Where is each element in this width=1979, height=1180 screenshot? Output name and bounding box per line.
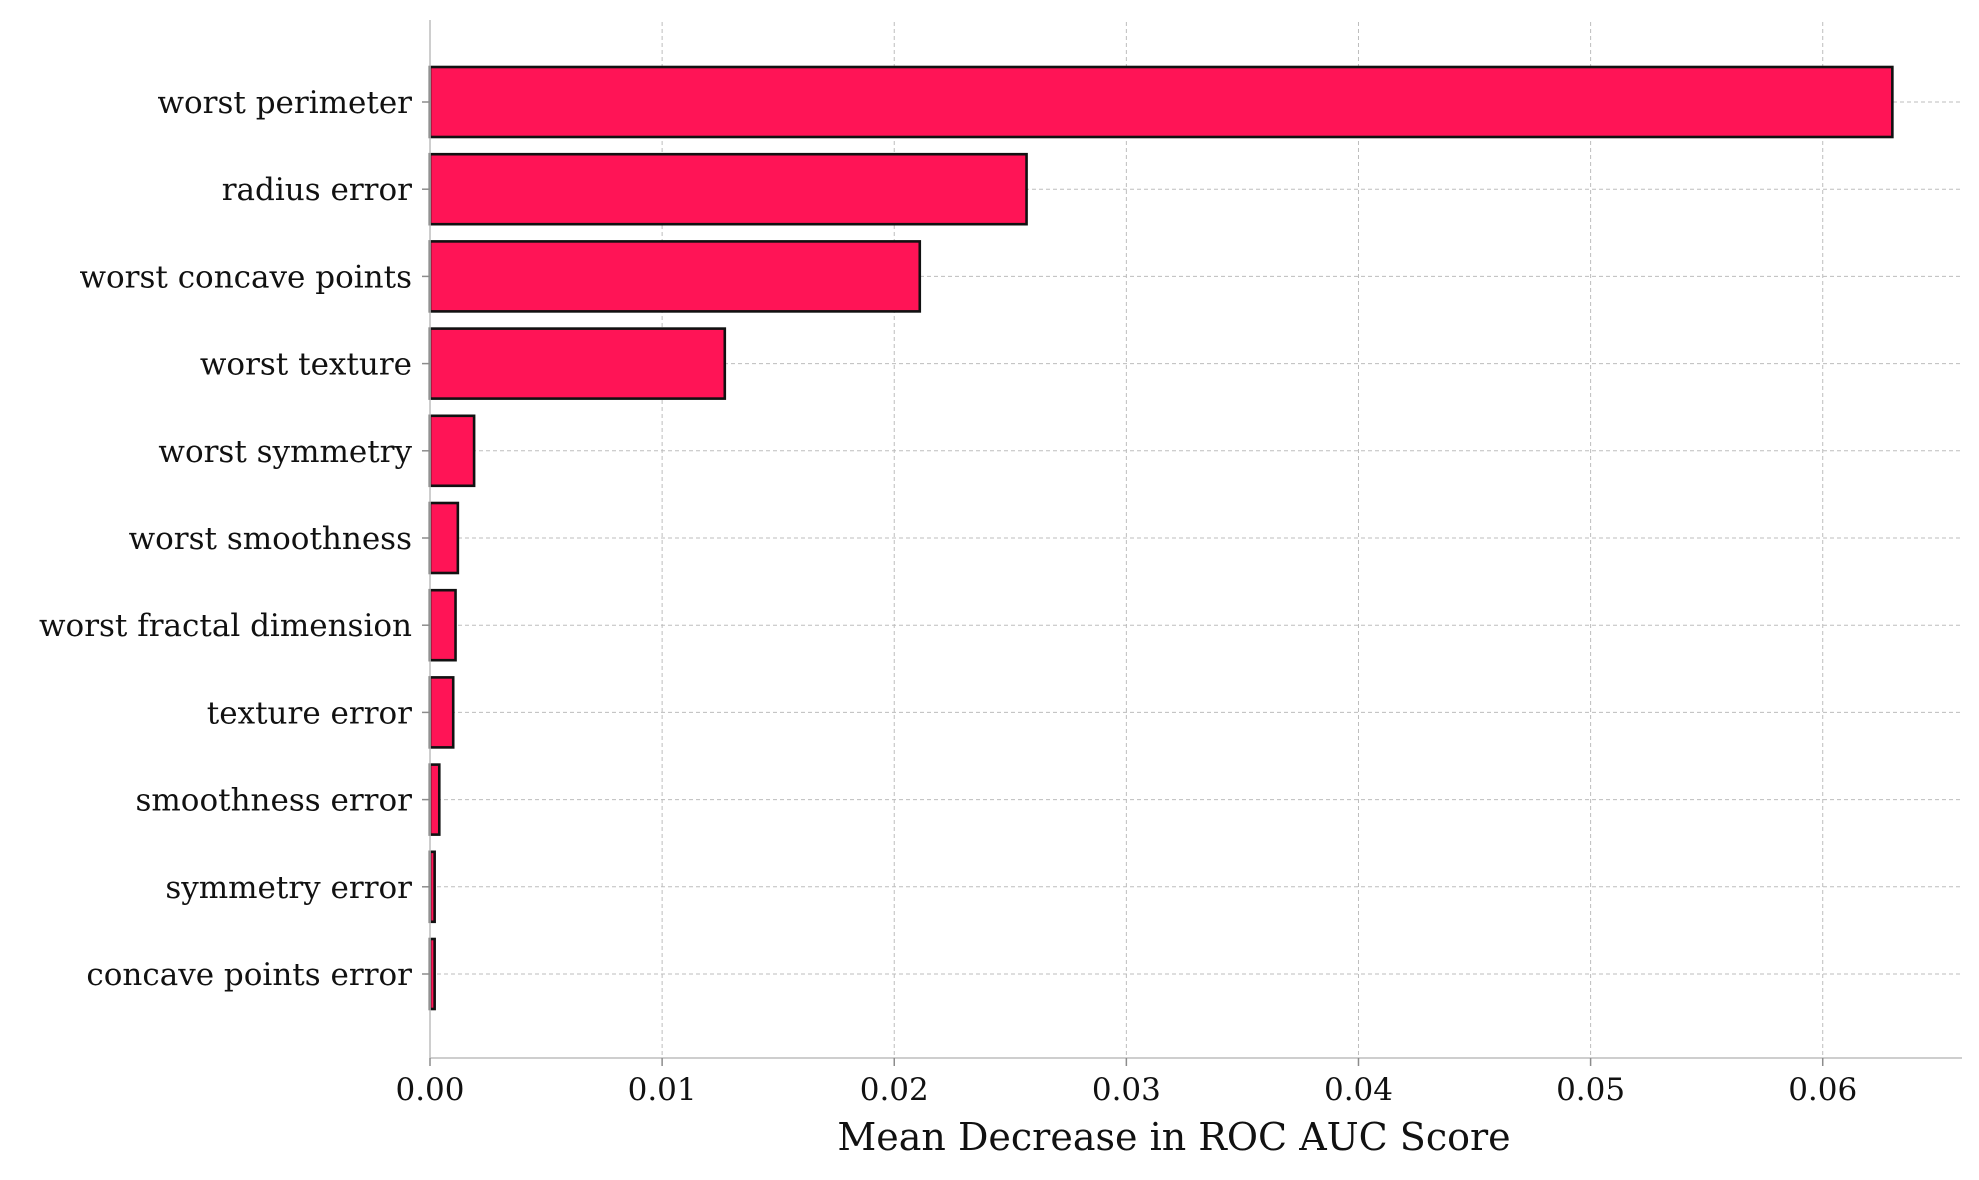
y-tick-label: worst texture <box>200 347 412 383</box>
y-tick-label: worst smoothness <box>129 521 412 557</box>
y-tick-label: worst perimeter <box>157 85 412 121</box>
bar <box>428 240 922 313</box>
bar <box>428 65 1894 139</box>
x-axis-title: Mean Decrease in ROC AUC Score <box>837 1115 1510 1159</box>
y-tick-label: concave points error <box>86 957 412 993</box>
bar <box>428 414 476 488</box>
bar <box>428 676 455 749</box>
bar <box>428 327 727 400</box>
x-tick-label: 0.00 <box>395 1072 464 1108</box>
x-tick-label: 0.06 <box>1788 1072 1857 1108</box>
y-tick-label: worst symmetry <box>158 434 412 470</box>
y-tick-label: worst concave points <box>79 259 412 295</box>
bar <box>428 501 460 575</box>
y-tick-label: worst fractal dimension <box>39 608 412 644</box>
x-tick-label: 0.02 <box>860 1072 929 1108</box>
x-tick-label: 0.04 <box>1324 1072 1393 1108</box>
y-tick-label: texture error <box>207 695 412 731</box>
bar <box>428 763 441 836</box>
x-tick-label: 0.01 <box>628 1072 697 1108</box>
bar <box>428 152 1028 226</box>
x-tick-label: 0.03 <box>1092 1072 1161 1108</box>
axes <box>422 20 1962 1066</box>
x-tick-label: 0.05 <box>1556 1072 1625 1108</box>
bar <box>428 588 457 662</box>
y-tick-labels: worst perimeter radius error worst concave… <box>39 85 412 993</box>
y-tick-label: symmetry error <box>165 870 412 906</box>
bars <box>428 65 1894 1011</box>
y-tick-label: radius error <box>222 172 412 208</box>
x-tick-labels: 0.00 0.01 0.02 0.03 0.04 0.05 0.06 <box>395 1072 1857 1108</box>
y-tick-label: smoothness error <box>135 783 412 819</box>
